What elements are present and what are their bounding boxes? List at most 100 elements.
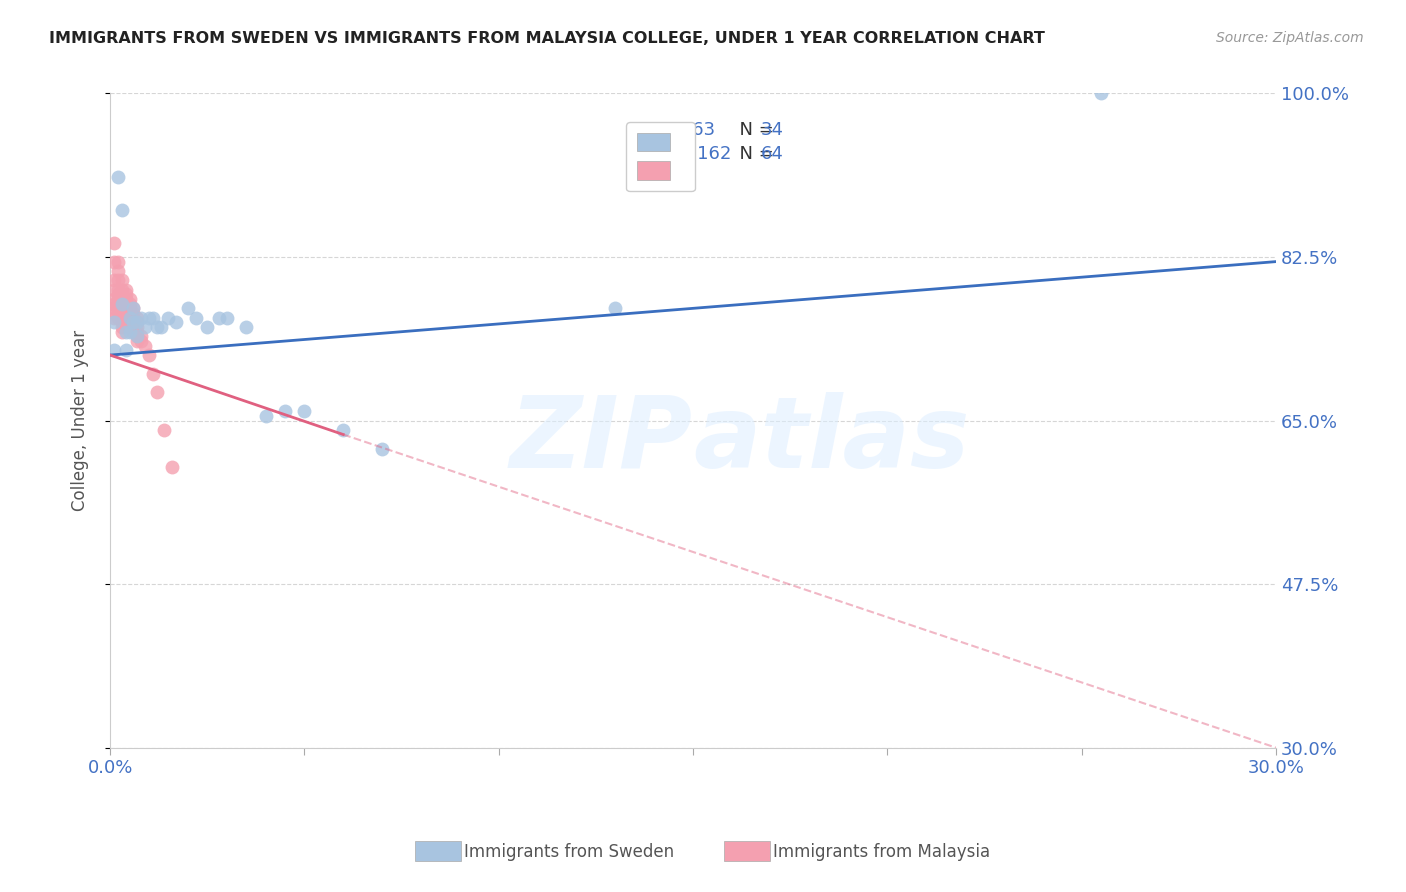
Point	[111, 203, 134, 218]
Point	[371, 442, 394, 456]
Point	[134, 339, 156, 353]
Point	[107, 273, 129, 287]
Text: Source: ZipAtlas.com: Source: ZipAtlas.com	[1216, 31, 1364, 45]
Point	[111, 315, 134, 329]
Point	[103, 310, 125, 325]
Point	[107, 301, 129, 316]
Point	[254, 409, 277, 423]
Point	[127, 329, 149, 343]
Point	[114, 306, 136, 320]
Point	[122, 301, 145, 316]
Point	[103, 306, 125, 320]
Point	[149, 320, 172, 334]
Point	[153, 423, 176, 437]
Point	[122, 301, 145, 316]
Point	[118, 301, 141, 316]
Point	[111, 296, 134, 310]
Point	[134, 320, 156, 334]
Point	[138, 310, 160, 325]
Point	[127, 315, 149, 329]
Bar	[724, 841, 770, 861]
Point	[605, 301, 627, 316]
Text: R =: R =	[641, 145, 679, 163]
Point	[292, 404, 315, 418]
Point	[118, 296, 141, 310]
Text: 34: 34	[761, 121, 783, 139]
Point	[114, 301, 136, 316]
Point	[235, 320, 257, 334]
Point	[122, 320, 145, 334]
Point	[122, 325, 145, 339]
Point	[118, 310, 141, 325]
Point	[103, 254, 125, 268]
Point	[122, 310, 145, 325]
Text: −0.162: −0.162	[665, 145, 731, 163]
Point	[114, 315, 136, 329]
Point	[103, 296, 125, 310]
Point	[107, 296, 129, 310]
Point	[127, 320, 149, 334]
Point	[111, 310, 134, 325]
Point	[111, 306, 134, 320]
Point	[114, 310, 136, 325]
Point	[142, 367, 165, 381]
Text: atlas: atlas	[693, 392, 970, 489]
Point	[111, 292, 134, 306]
Text: N =: N =	[728, 121, 779, 139]
Point	[127, 325, 149, 339]
Point	[118, 315, 141, 329]
Text: Immigrants from Malaysia: Immigrants from Malaysia	[773, 843, 990, 861]
Point	[111, 283, 134, 297]
Point	[127, 310, 149, 325]
Point	[111, 325, 134, 339]
Point	[114, 325, 136, 339]
Point	[103, 273, 125, 287]
Point	[103, 343, 125, 358]
Point	[103, 283, 125, 297]
Point	[122, 306, 145, 320]
Point	[215, 310, 238, 325]
Point	[114, 292, 136, 306]
Point	[208, 310, 231, 325]
Point	[103, 315, 125, 329]
Point	[332, 423, 354, 437]
Point	[118, 292, 141, 306]
Point	[138, 348, 160, 362]
Point	[114, 296, 136, 310]
Point	[127, 315, 149, 329]
Point	[145, 320, 167, 334]
Point	[107, 287, 129, 301]
Point	[107, 292, 129, 306]
Text: N =: N =	[728, 145, 779, 163]
Point	[274, 404, 297, 418]
Point	[118, 310, 141, 325]
Point	[114, 287, 136, 301]
Point	[1090, 87, 1112, 101]
Point	[107, 283, 129, 297]
Point	[103, 235, 125, 250]
Point	[111, 320, 134, 334]
Point	[103, 301, 125, 316]
Point	[165, 315, 187, 329]
Point	[111, 301, 134, 316]
Point	[107, 264, 129, 278]
Point	[127, 334, 149, 348]
Text: Immigrants from Sweden: Immigrants from Sweden	[464, 843, 673, 861]
Text: R =: R =	[641, 121, 679, 139]
Point	[127, 329, 149, 343]
Bar	[415, 841, 461, 861]
Text: 0.063: 0.063	[665, 121, 716, 139]
Point	[129, 329, 152, 343]
Point	[114, 283, 136, 297]
Point	[107, 170, 129, 185]
Point	[118, 306, 141, 320]
Point	[129, 334, 152, 348]
Point	[184, 310, 207, 325]
Point	[129, 310, 152, 325]
Point	[118, 325, 141, 339]
Point	[111, 287, 134, 301]
Point	[145, 385, 167, 400]
Point	[111, 273, 134, 287]
Point	[107, 254, 129, 268]
Text: 64: 64	[761, 145, 783, 163]
